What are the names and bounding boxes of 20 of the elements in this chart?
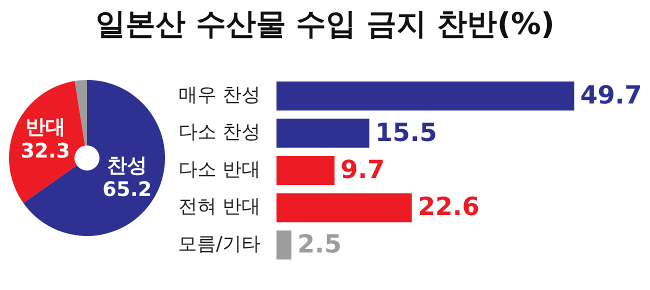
data-label: 65.2 (102, 176, 152, 201)
y-tick-label: 전혀 반대 (178, 196, 260, 218)
slice-label: 반대 (25, 114, 66, 139)
text: 일본산 수산물 수입 금지 찬반(%) (94, 6, 556, 44)
bar (276, 118, 370, 148)
slice-label: 찬성 (107, 152, 148, 177)
data-label: 15.5 (375, 118, 437, 147)
bar (276, 193, 412, 222)
data-label: 9.7 (340, 155, 385, 184)
y-tick-label: 매우 찬성 (178, 84, 260, 106)
data-label: 32.3 (20, 138, 70, 163)
data-label: 22.6 (418, 192, 480, 222)
data-label: 49.7 (580, 80, 642, 110)
y-tick-label: 다소 반대 (178, 158, 260, 180)
bar (276, 81, 574, 111)
bar (276, 156, 335, 186)
bar (276, 230, 292, 260)
y-tick-label: 모름/기타 (178, 232, 260, 255)
data-label: 2.5 (297, 229, 342, 258)
y-tick-label: 다소 찬성 (178, 121, 260, 144)
